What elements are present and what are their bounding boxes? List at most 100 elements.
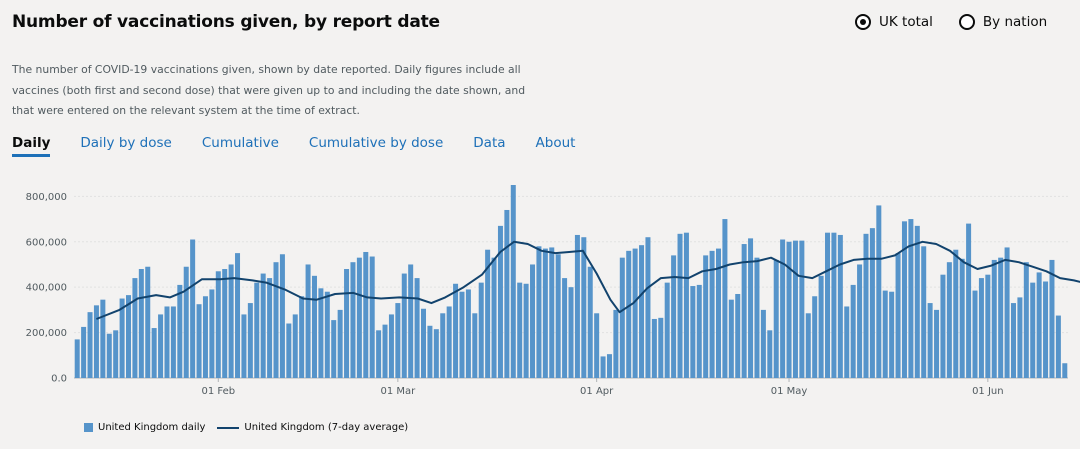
bar	[440, 313, 446, 378]
bar	[177, 284, 183, 378]
bar	[433, 329, 439, 378]
bar	[459, 291, 465, 378]
bar	[324, 291, 330, 378]
bar	[93, 305, 99, 378]
bar	[857, 264, 863, 378]
bar	[305, 264, 311, 378]
bar	[517, 282, 523, 378]
bar	[1004, 247, 1010, 378]
bar	[209, 289, 215, 378]
bar	[626, 250, 632, 378]
bar	[81, 326, 87, 378]
bar	[260, 273, 266, 378]
vaccinations-chart: 0.0 200,000 400,000 600,000 800,000 01 Feb 01 …	[26, 185, 1080, 397]
bar	[356, 257, 362, 378]
bar	[421, 308, 427, 378]
tab-daily-by-dose[interactable]: Daily by dose	[80, 135, 172, 151]
bar	[113, 330, 119, 378]
bar	[767, 330, 773, 378]
bar	[1055, 315, 1061, 378]
y-tick-label: 400,000	[26, 283, 67, 294]
bar	[1043, 281, 1049, 378]
bar	[497, 225, 503, 378]
bar	[741, 244, 747, 378]
y-tick-label: 200,000	[26, 328, 67, 339]
bar	[388, 314, 394, 378]
bar	[485, 249, 491, 378]
x-tick-label: 01 Feb	[201, 386, 235, 397]
bar	[504, 209, 510, 378]
bar	[780, 239, 786, 378]
bar	[1049, 259, 1055, 378]
bar	[376, 330, 382, 378]
bar	[869, 228, 875, 378]
bar	[279, 254, 285, 378]
line-swatch-icon	[217, 426, 240, 429]
bar	[202, 296, 208, 378]
y-tick-label: 800,000	[26, 192, 67, 203]
bar	[536, 246, 542, 378]
bar	[549, 247, 555, 378]
y-tick-label: 600,000	[26, 237, 67, 248]
tab-about[interactable]: About	[535, 135, 576, 151]
bar	[138, 269, 144, 378]
bar	[683, 232, 689, 378]
bar	[106, 333, 112, 378]
bar	[562, 278, 568, 378]
legend-item-daily[interactable]: United Kingdom daily	[84, 422, 205, 433]
bar	[292, 314, 298, 378]
bar	[164, 306, 170, 378]
bar	[318, 288, 324, 378]
bar	[491, 257, 497, 378]
bar	[587, 266, 593, 378]
radio-selected-icon[interactable]	[855, 14, 871, 30]
bar	[876, 205, 882, 378]
radio-by-nation[interactable]: By nation	[958, 14, 1047, 30]
bar	[190, 239, 196, 378]
bar	[889, 291, 895, 378]
bar	[991, 259, 997, 378]
tab-data[interactable]: Data	[473, 135, 506, 151]
tab-cumulative[interactable]: Cumulative	[201, 135, 279, 151]
bar	[408, 264, 414, 378]
bar	[619, 257, 625, 378]
bar	[760, 309, 766, 378]
bar	[735, 293, 741, 378]
bar	[715, 248, 721, 378]
legend-item-average[interactable]: United Kingdom (7-day average)	[217, 422, 408, 433]
bar	[196, 304, 202, 378]
bar	[581, 237, 587, 378]
bar	[972, 290, 978, 378]
bar	[921, 246, 927, 378]
bar	[170, 306, 176, 378]
bar	[1023, 262, 1029, 378]
bar	[1036, 272, 1042, 378]
tab-cumulative-by-dose[interactable]: Cumulative by dose	[308, 135, 444, 151]
bar-layer	[74, 185, 1068, 378]
bar	[363, 251, 369, 378]
tab-daily[interactable]: Daily	[12, 135, 51, 157]
bar	[728, 299, 734, 378]
bar	[818, 275, 824, 378]
radio-unselected-icon[interactable]	[958, 14, 975, 30]
axis-layer: 0.0 200,000 400,000 600,000 800,000 01 Feb 01 …	[26, 192, 1004, 397]
bar	[677, 233, 683, 378]
bar	[754, 257, 760, 378]
bar	[446, 306, 452, 378]
view-toggle: UK total By nation	[855, 14, 1047, 30]
radio-uk-total[interactable]: UK total	[855, 14, 933, 30]
bar	[1062, 363, 1068, 378]
bar	[786, 241, 792, 378]
bar	[574, 234, 580, 378]
bar	[311, 275, 317, 378]
bar	[613, 309, 619, 378]
bar	[600, 356, 606, 378]
bar	[946, 262, 952, 378]
x-tick-label: 01 Mar	[380, 386, 416, 397]
bar	[914, 225, 920, 378]
bar	[895, 253, 901, 378]
bar	[369, 256, 375, 378]
bar	[414, 278, 420, 378]
bar	[850, 284, 856, 378]
bar	[555, 254, 561, 378]
